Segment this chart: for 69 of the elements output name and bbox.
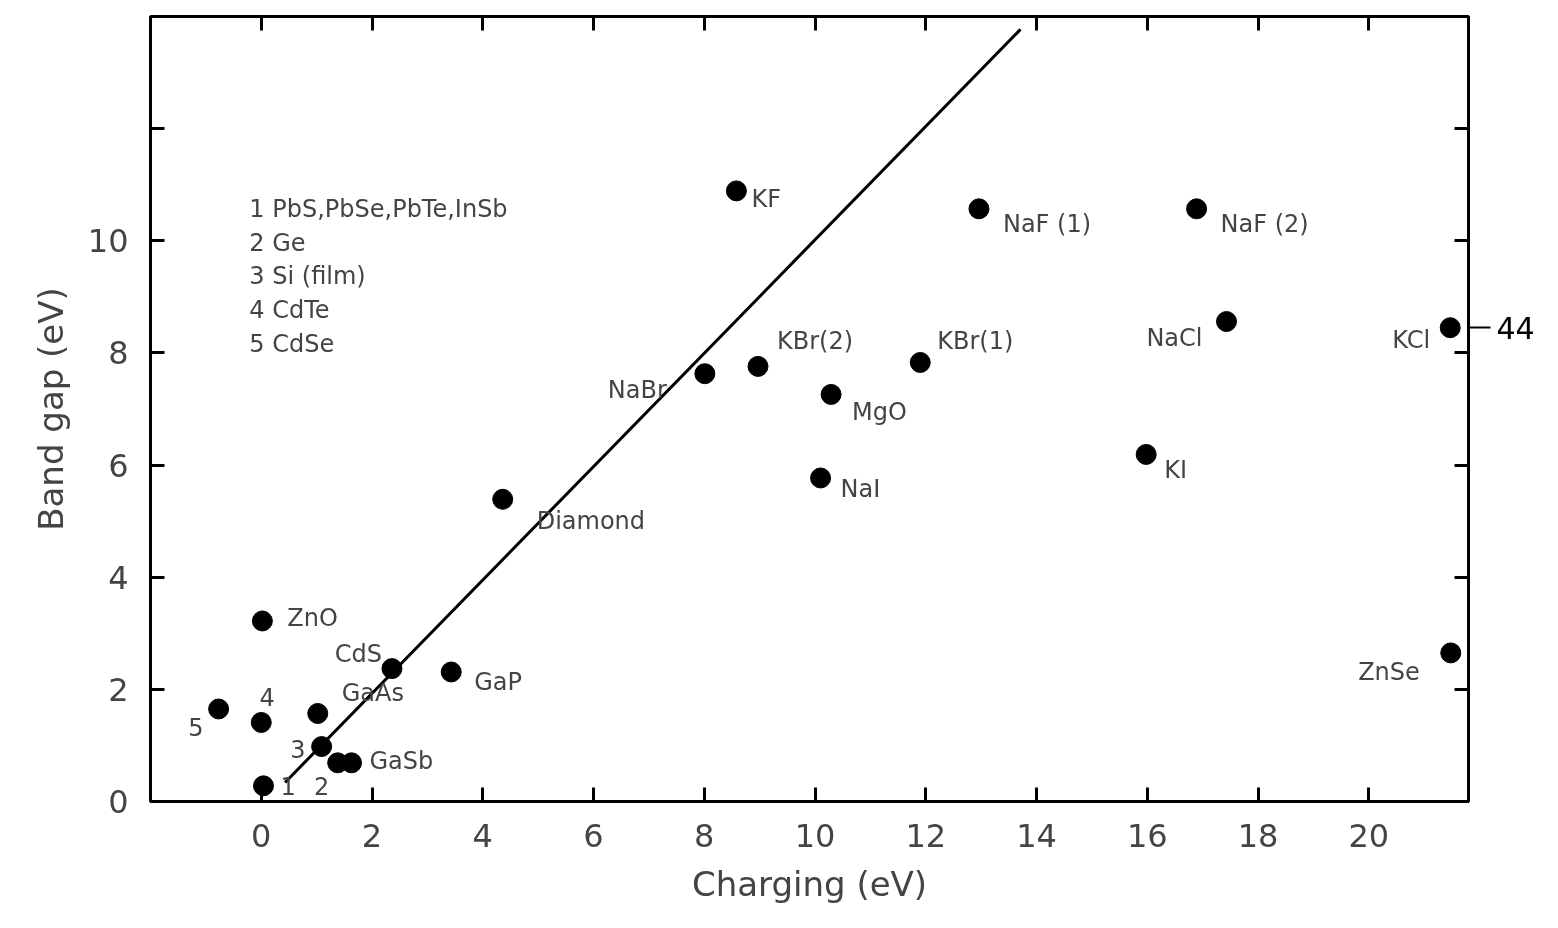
point bbox=[250, 711, 272, 733]
y-tick-label: 0 bbox=[108, 783, 129, 821]
annotation: ZnO bbox=[287, 603, 338, 632]
annotation: GaP bbox=[474, 667, 522, 696]
annotation: KI bbox=[1164, 456, 1188, 485]
annotation: 4 CdTe bbox=[249, 296, 330, 325]
point bbox=[252, 775, 274, 797]
point bbox=[1439, 317, 1461, 339]
annotation: MgO bbox=[852, 398, 907, 427]
x-tick-label: 12 bbox=[905, 816, 947, 855]
point bbox=[381, 658, 403, 680]
annotation: 5 bbox=[188, 713, 204, 742]
point bbox=[1135, 443, 1157, 465]
point bbox=[311, 736, 333, 758]
x-tick-label: 6 bbox=[583, 816, 604, 855]
x-tick-label: 20 bbox=[1348, 816, 1390, 855]
y-tick-label: 2 bbox=[108, 670, 129, 709]
point bbox=[1216, 311, 1237, 333]
point bbox=[1186, 198, 1208, 220]
annotation: 44 bbox=[1496, 310, 1535, 346]
annotation: KF bbox=[751, 184, 781, 213]
annotation: 1 PbS,PbSe,PbTe,InSb bbox=[249, 194, 508, 223]
annotation: NaF (2) bbox=[1220, 209, 1309, 238]
y-axis-title: Band gap (eV) bbox=[30, 287, 71, 531]
annotation: 2 bbox=[314, 772, 330, 801]
annotation: 3 Si (film) bbox=[249, 262, 366, 291]
annotation: Diamond bbox=[536, 507, 646, 536]
x-tick-label: 10 bbox=[794, 816, 836, 855]
annotation: KBr(1) bbox=[937, 327, 1014, 356]
annotation: 5 CdSe bbox=[249, 329, 335, 358]
x-tick-label: 14 bbox=[1016, 816, 1057, 855]
annotation: 1 bbox=[280, 772, 296, 801]
point bbox=[208, 698, 230, 720]
annotation: NaCl bbox=[1146, 323, 1203, 352]
x-tick-label: 18 bbox=[1237, 816, 1279, 855]
point bbox=[440, 661, 462, 683]
annotation: ZnSe bbox=[1358, 657, 1420, 686]
point bbox=[492, 488, 514, 510]
point bbox=[341, 752, 363, 774]
annotation: GaSb bbox=[369, 746, 434, 775]
annotation: 2 Ge bbox=[249, 228, 306, 257]
point bbox=[747, 355, 769, 377]
point bbox=[694, 363, 716, 385]
x-tick-label: 4 bbox=[472, 816, 493, 855]
annotation: KCl bbox=[1392, 325, 1431, 354]
point bbox=[251, 610, 273, 632]
x-tick-label: 2 bbox=[361, 816, 383, 855]
annotation: NaF (1) bbox=[1002, 209, 1092, 238]
point bbox=[968, 198, 990, 220]
point bbox=[725, 180, 747, 202]
y-tick-label: 6 bbox=[108, 446, 129, 485]
annotation: KBr(2) bbox=[777, 327, 854, 356]
x-tick-label: 8 bbox=[694, 816, 715, 855]
point bbox=[307, 702, 329, 724]
x-tick-label: 16 bbox=[1126, 816, 1168, 855]
annotation: NaI bbox=[840, 474, 881, 503]
point bbox=[820, 383, 842, 405]
annotation: NaBr bbox=[607, 375, 667, 404]
x-axis-title: Charging (eV) bbox=[691, 863, 928, 904]
point bbox=[1440, 642, 1462, 664]
annotation: 3 bbox=[290, 735, 306, 764]
y-tick-label: 4 bbox=[108, 558, 129, 597]
y-tick-label: 10 bbox=[87, 222, 129, 261]
annotation: CdS bbox=[334, 639, 382, 668]
annotation: 4 bbox=[259, 684, 275, 713]
point bbox=[909, 351, 931, 373]
x-tick-label: 0 bbox=[251, 816, 272, 855]
y-tick-label: 8 bbox=[108, 334, 129, 373]
point bbox=[810, 467, 832, 489]
